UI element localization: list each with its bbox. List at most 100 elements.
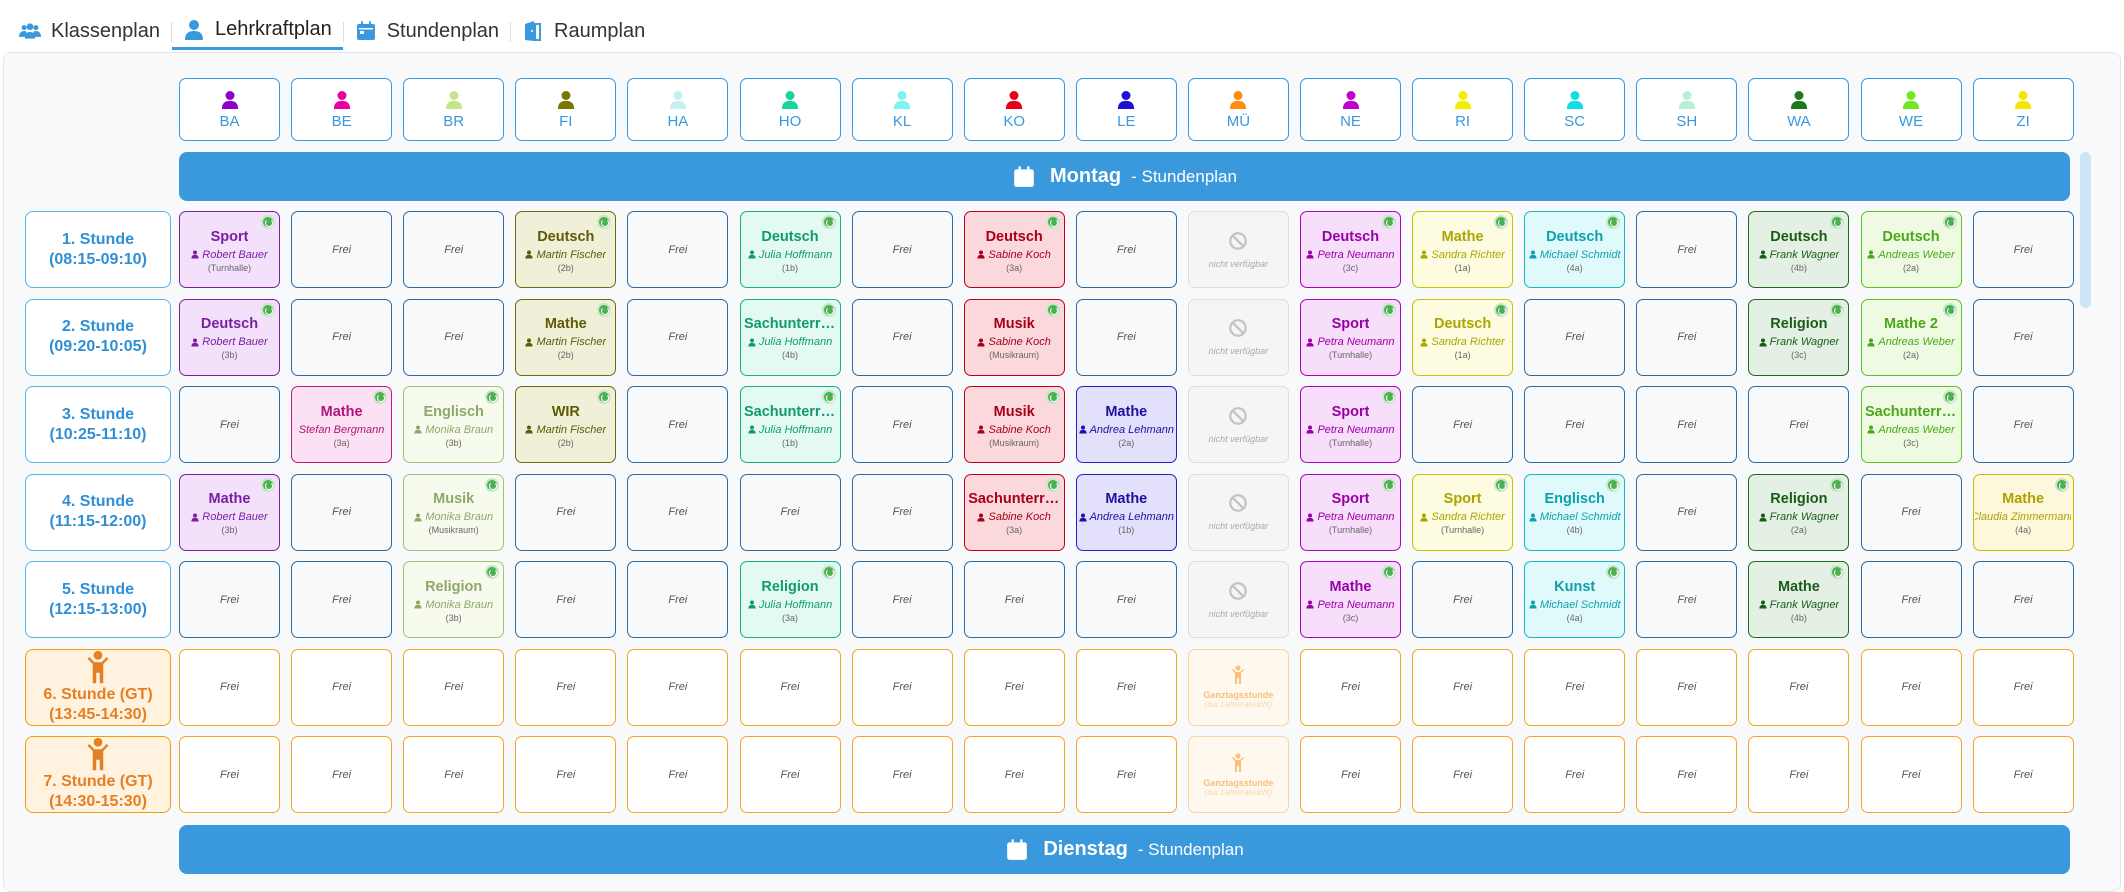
free-cell[interactable]: Frei: [1972, 211, 2074, 288]
free-cell[interactable]: Frei: [515, 561, 617, 638]
free-cell[interactable]: Frei: [1075, 298, 1177, 376]
free-cell[interactable]: Frei: [1524, 298, 1626, 376]
free-cell[interactable]: Frei: [851, 298, 953, 376]
free-cell[interactable]: Frei: [1860, 561, 1962, 638]
lesson-cell[interactable]: Sport Petra Neumann (Turnhalle): [1300, 473, 1401, 551]
schedule-cell[interactable]: Frei: [963, 736, 1065, 813]
gt-unavailable-cell[interactable]: Ganztagsstunde (nur Lehreransicht): [1187, 648, 1289, 726]
free-cell[interactable]: Frei: [291, 298, 393, 376]
free-cell[interactable]: Frei: [403, 298, 505, 376]
teacher-header-fi[interactable]: FI: [515, 78, 617, 141]
schedule-cell[interactable]: Frei: [1636, 736, 1738, 813]
free-cell[interactable]: Frei: [1636, 561, 1738, 638]
free-cell[interactable]: Frei: [1972, 386, 2074, 463]
teacher-header-ri[interactable]: RI: [1412, 78, 1514, 141]
schedule-cell[interactable]: Frei: [1524, 736, 1626, 813]
schedule-cell[interactable]: Frei: [1412, 648, 1514, 726]
schedule-cell[interactable]: Frei: [403, 648, 505, 726]
free-cell[interactable]: Frei: [1524, 386, 1626, 463]
lesson-cell[interactable]: Sport Petra Neumann (Turnhalle): [1300, 386, 1401, 463]
free-cell[interactable]: Frei: [627, 473, 729, 551]
lesson-cell[interactable]: Sport Petra Neumann (Turnhalle): [1300, 298, 1401, 376]
teacher-header-le[interactable]: LE: [1075, 78, 1177, 141]
lesson-cell[interactable]: Musik Sabine Koch (Musikraum): [963, 298, 1065, 376]
schedule-cell[interactable]: Frei: [1860, 736, 1962, 813]
lesson-cell[interactable]: Deutsch Andreas Weber (2a): [1860, 211, 1962, 288]
lesson-cell[interactable]: Mathe Robert Bauer (3b): [179, 473, 280, 551]
lesson-cell[interactable]: Religion Frank Wagner (3c): [1748, 298, 1850, 376]
lesson-cell[interactable]: Deutsch Sandra Richter (1a): [1412, 298, 1514, 376]
free-cell[interactable]: Frei: [1860, 473, 1962, 551]
schedule-cell[interactable]: Frei: [1972, 648, 2074, 726]
schedule-cell[interactable]: Frei: [963, 648, 1065, 726]
vertical-scrollbar[interactable]: [2080, 152, 2091, 308]
lesson-cell[interactable]: Mathe Sandra Richter (1a): [1412, 211, 1514, 288]
free-cell[interactable]: Frei: [1636, 386, 1738, 463]
teacher-header-sh[interactable]: SH: [1636, 78, 1738, 141]
schedule-cell[interactable]: Frei: [627, 648, 729, 726]
schedule-cell[interactable]: Frei: [851, 736, 953, 813]
schedule-cell[interactable]: Frei: [739, 736, 841, 813]
lesson-cell[interactable]: Musik Monika Braun (Musikraum): [403, 473, 505, 551]
free-cell[interactable]: Frei: [179, 386, 280, 463]
lesson-cell[interactable]: Sachunterricht Andreas Weber(3c): [1860, 386, 1962, 463]
schedule-cell[interactable]: Frei: [291, 736, 393, 813]
lesson-cell[interactable]: Sachunterricht Sabine Koch (3a): [963, 473, 1065, 551]
lesson-cell[interactable]: Sport Sandra Richter (Turnhalle): [1412, 473, 1514, 551]
free-cell[interactable]: Frei: [1075, 561, 1177, 638]
schedule-cell[interactable]: Frei: [1524, 648, 1626, 726]
lesson-cell[interactable]: Mathe Petra Neumann (3c): [1300, 561, 1401, 638]
tab-klassenplan[interactable]: Klassenplan: [8, 12, 171, 50]
teacher-header-br[interactable]: BR: [403, 78, 505, 141]
free-cell[interactable]: Frei: [291, 473, 393, 551]
free-cell[interactable]: Frei: [1412, 386, 1514, 463]
schedule-cell[interactable]: Frei: [1300, 736, 1401, 813]
schedule-cell[interactable]: Frei: [1860, 648, 1962, 726]
schedule-cell[interactable]: Frei: [1636, 648, 1738, 726]
lesson-cell[interactable]: Mathe Andrea Lehmann (1b): [1075, 473, 1177, 551]
free-cell[interactable]: Frei: [1748, 386, 1850, 463]
free-cell[interactable]: Frei: [1636, 473, 1738, 551]
free-cell[interactable]: Frei: [851, 386, 953, 463]
teacher-header-zi[interactable]: ZI: [1972, 78, 2074, 141]
lesson-cell[interactable]: Mathe Martin Fischer (2b): [515, 298, 617, 376]
teacher-header-mü[interactable]: MÜ: [1187, 78, 1289, 141]
lesson-cell[interactable]: Sachunterricht Julia Hoffmann(1b): [739, 386, 841, 463]
unavailable-cell[interactable]: nicht verfügbar: [1187, 211, 1289, 288]
free-cell[interactable]: Frei: [627, 211, 729, 288]
lesson-cell[interactable]: Sport Robert Bauer (Turnhalle): [179, 211, 280, 288]
schedule-cell[interactable]: Frei: [1300, 648, 1401, 726]
free-cell[interactable]: Frei: [851, 473, 953, 551]
lesson-cell[interactable]: Mathe Frank Wagner (4b): [1748, 561, 1850, 638]
free-cell[interactable]: Frei: [963, 561, 1065, 638]
schedule-cell[interactable]: Frei: [179, 648, 280, 726]
free-cell[interactable]: Frei: [851, 211, 953, 288]
free-cell[interactable]: Frei: [179, 561, 280, 638]
free-cell[interactable]: Frei: [291, 561, 393, 638]
free-cell[interactable]: Frei: [851, 561, 953, 638]
teacher-header-we[interactable]: WE: [1860, 78, 1962, 141]
lesson-cell[interactable]: Sachunterricht Julia Hoffmann (4b): [739, 298, 841, 376]
schedule-cell[interactable]: Frei: [627, 736, 729, 813]
schedule-cell[interactable]: Frei: [515, 648, 617, 726]
teacher-header-be[interactable]: BE: [291, 78, 393, 141]
unavailable-cell[interactable]: nicht verfügbar: [1187, 473, 1289, 551]
lesson-cell[interactable]: Mathe 2 Andreas Weber (2a): [1860, 298, 1962, 376]
unavailable-cell[interactable]: nicht verfügbar: [1187, 561, 1289, 638]
free-cell[interactable]: Frei: [291, 211, 393, 288]
schedule-cell[interactable]: Frei: [1972, 736, 2074, 813]
teacher-header-kl[interactable]: KL: [851, 78, 953, 141]
free-cell[interactable]: Frei: [627, 298, 729, 376]
teacher-header-ha[interactable]: HA: [627, 78, 729, 141]
schedule-cell[interactable]: Frei: [291, 648, 393, 726]
lesson-cell[interactable]: Englisch Monika Braun (3b): [403, 386, 505, 463]
tab-stundenplan[interactable]: Stundenplan: [344, 12, 510, 50]
free-cell[interactable]: Frei: [1412, 561, 1514, 638]
lesson-cell[interactable]: Deutsch Michael Schmidt (4a): [1524, 211, 1626, 288]
schedule-cell[interactable]: Frei: [1748, 736, 1850, 813]
lesson-cell[interactable]: Deutsch Robert Bauer (3b): [179, 298, 280, 376]
free-cell[interactable]: Frei: [1075, 211, 1177, 288]
schedule-cell[interactable]: Frei: [851, 648, 953, 726]
lesson-cell[interactable]: Religion Julia Hoffmann (3a): [739, 561, 841, 638]
lesson-cell[interactable]: Deutsch Frank Wagner (4b): [1748, 211, 1850, 288]
